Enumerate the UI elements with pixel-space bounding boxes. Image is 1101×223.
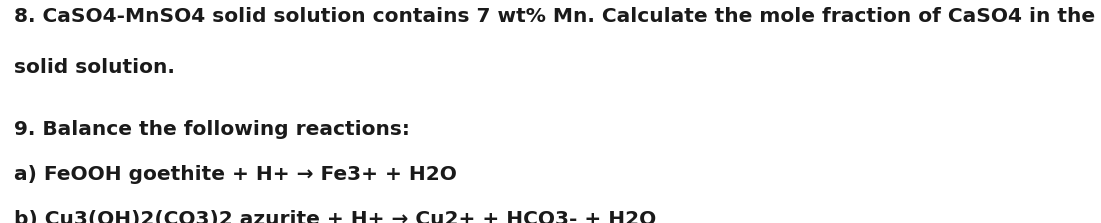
Text: 8. CaSO4-MnSO4 solid solution contains 7 wt% Mn. Calculate the mole fraction of : 8. CaSO4-MnSO4 solid solution contains 7… [14, 7, 1095, 26]
Text: solid solution.: solid solution. [14, 58, 175, 77]
Text: a) FeOOH goethite + H+ → Fe3+ + H2O: a) FeOOH goethite + H+ → Fe3+ + H2O [14, 165, 457, 184]
Text: 9. Balance the following reactions:: 9. Balance the following reactions: [14, 120, 411, 139]
Text: b) Cu3(OH)2(CO3)2 azurite + H+ → Cu2+ + HCO3- + H2O: b) Cu3(OH)2(CO3)2 azurite + H+ → Cu2+ + … [14, 210, 656, 223]
